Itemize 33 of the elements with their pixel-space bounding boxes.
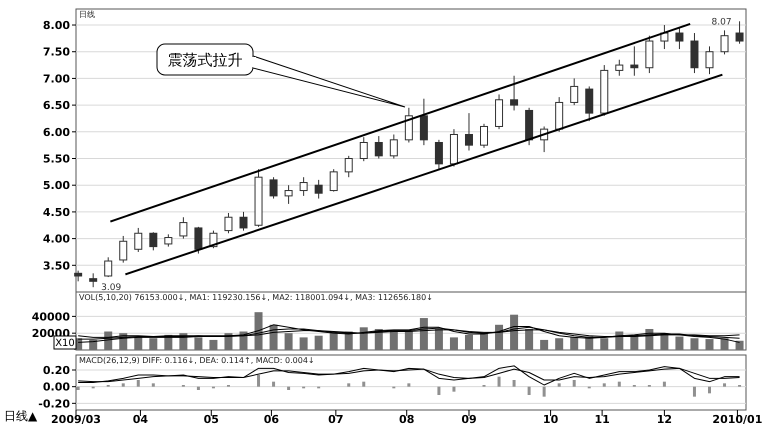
y-tick-label: -0.20 — [38, 397, 70, 410]
y-tick-label: 5.50 — [42, 152, 70, 166]
chart-title: MACD(26,12,9) DIFF: 0.116↓, DEA: 0.114↑, MACD: 0.004↓ — [79, 356, 315, 365]
chart-title: 日线 — [79, 10, 95, 19]
x-tick-label: 09 — [461, 413, 477, 426]
y-tick-label: 0.00 — [42, 380, 70, 394]
y-tick-label: 8.00 — [42, 19, 70, 32]
y-tick-label: 40000 — [32, 310, 70, 324]
x-tick-label: 12 — [656, 413, 672, 426]
x-tick-label: 10 — [542, 413, 559, 426]
x-tick-label: 07 — [328, 413, 344, 426]
annotation: 震荡式拉升 — [168, 51, 242, 69]
x-tick-label: 2010/01 — [712, 413, 762, 426]
annotation: 8.07 — [712, 17, 732, 28]
y-tick-label: 4.50 — [42, 206, 70, 219]
x-tick-label: 06 — [264, 413, 280, 426]
y-tick-label: 5.00 — [42, 179, 70, 192]
annotation: 3.09 — [101, 283, 122, 294]
x-tick-label: 05 — [204, 413, 219, 426]
chart-title: VOL(5,10,20) 76153.000↓, MA1: 119230.156↓, MA2: 118001.094↓, MA3: 112656.180↓ — [79, 293, 433, 302]
y-tick-label: 6.00 — [42, 126, 70, 139]
y-tick-label: 7.00 — [42, 72, 70, 86]
x-tick-label: 04 — [132, 413, 148, 426]
x-tick-label: 2009/03 — [51, 413, 101, 426]
y-axis-title: X10 — [55, 338, 75, 349]
y-tick-label: 7.50 — [42, 46, 70, 59]
y-tick-label: 3.50 — [42, 259, 70, 272]
x-tick-label: 11 — [594, 413, 610, 426]
text: 日线▲ — [4, 409, 38, 423]
x-tick-label: 08 — [399, 413, 414, 426]
y-tick-label: 6.50 — [42, 99, 70, 112]
y-tick-label: 0.20 — [42, 364, 70, 377]
y-tick-label: 4.00 — [42, 232, 70, 246]
